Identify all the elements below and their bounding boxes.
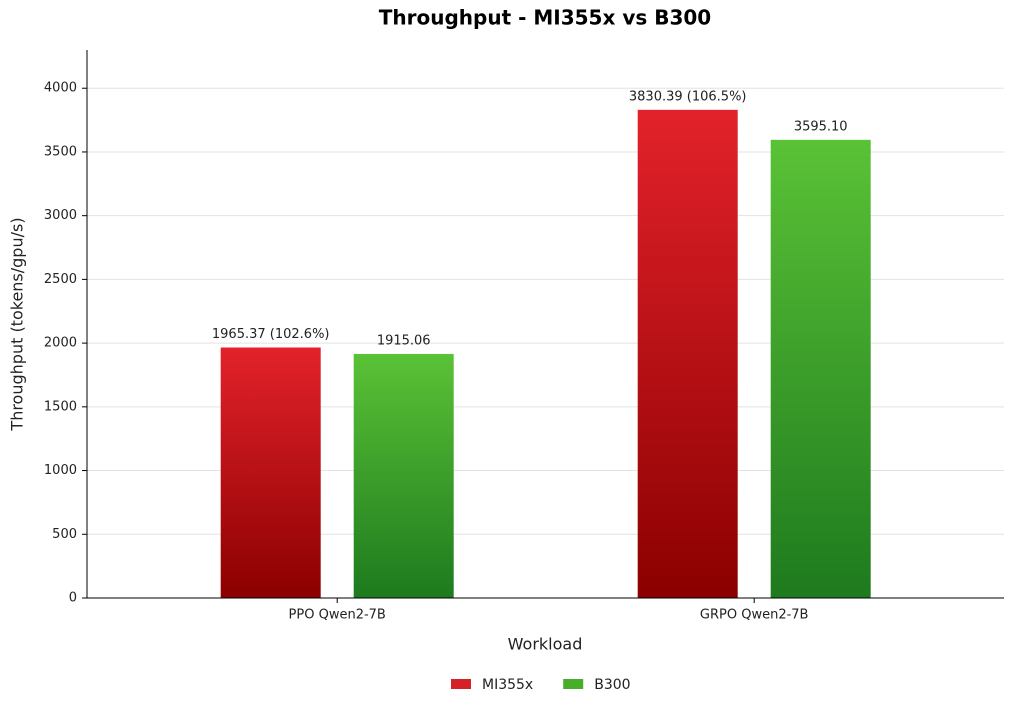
y-tick-label: 3000 [44, 208, 77, 223]
value-label: 1965.37 (102.6%) [212, 327, 330, 342]
bar [770, 139, 871, 598]
bar [637, 109, 738, 599]
y-tick-label: 4000 [44, 81, 77, 96]
legend-label: B300 [594, 677, 630, 693]
y-tick-label: 0 [69, 591, 77, 606]
y-tick-label: 2000 [44, 336, 77, 351]
y-tick-label: 1000 [44, 463, 77, 478]
y-tick-label: 500 [52, 527, 77, 542]
value-label: 3830.39 (106.5%) [629, 89, 747, 104]
x-tick-label: PPO Qwen2-7B [289, 608, 386, 623]
y-tick-label: 1500 [44, 399, 77, 414]
chart-title: Throughput - MI355x vs B300 [379, 6, 711, 30]
y-axis-label: Throughput (tokens/gpu/s) [8, 217, 27, 431]
value-label: 1915.06 [377, 333, 431, 348]
x-tick-label: GRPO Qwen2-7B [700, 608, 809, 623]
bar [220, 347, 321, 598]
legend-swatch [563, 679, 584, 689]
bar [353, 353, 454, 598]
value-label: 3595.10 [794, 119, 848, 134]
legend-label: MI355x [482, 677, 533, 693]
legend-swatch [451, 679, 471, 689]
x-axis-label: Workload [508, 635, 583, 654]
y-tick-label: 2500 [44, 272, 77, 287]
y-tick-label: 3500 [44, 144, 77, 159]
